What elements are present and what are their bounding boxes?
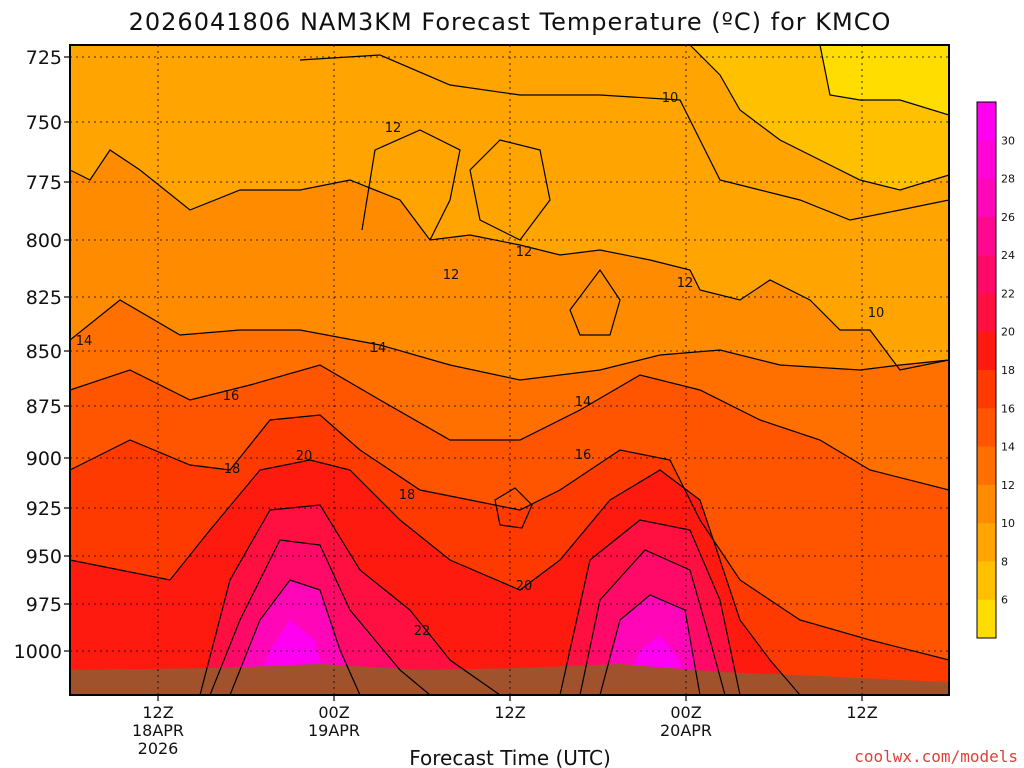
contour-label-20: 20 [516,579,533,594]
colorbar-swatch [977,408,996,448]
contour-label-14: 14 [370,341,387,356]
contour-label-18: 18 [224,462,241,477]
colorbar-label-14: 14 [1001,441,1015,454]
colorbar-swatch [977,484,996,524]
y-tick-label-800: 800 [26,230,62,252]
contour-label-12: 12 [443,268,460,283]
colorbar-label-8: 8 [1001,555,1008,568]
contour-label-16: 16 [223,389,240,404]
y-tick-label-925: 925 [26,498,62,520]
gridlines [70,45,949,695]
contour-lines [70,45,949,695]
colorbar-label-26: 26 [1001,211,1015,224]
y-tick-label-850: 850 [26,341,62,363]
contour-labels: 10 10 12 12 12 12 14 14 14 16 16 18 18 20 20 22 [76,91,885,639]
colorbar-label-10: 10 [1001,517,1015,530]
y-tick-label-775: 775 [26,172,62,194]
colorbar-swatch [977,102,996,141]
contour-label-14: 14 [575,395,592,410]
y-tick-label-750: 750 [26,112,62,134]
x-tick-label-0-2: 2026 [138,739,179,758]
y-tick-label-1000: 1000 [14,641,62,663]
colorbar-label-30: 30 [1001,134,1015,147]
x-tick-label-2-0: 12Z [494,703,525,722]
y-axis: 725 750 775 800 825 850 875 900 925 950 975 1000 [14,47,70,663]
y-tick-label-875: 875 [26,396,62,418]
colorbar-swatch [977,446,996,486]
colorbar-label-24: 24 [1001,249,1015,262]
colorbar-label-16: 16 [1001,402,1015,415]
y-tick-label-825: 825 [26,287,62,309]
contour-label-10: 10 [868,306,885,321]
colorbar-label-18: 18 [1001,364,1015,377]
plot-area: 10 10 12 12 12 12 14 14 14 16 16 18 18 20 20 22 [69,44,950,696]
contour-label-20: 20 [296,449,313,464]
x-tick-label-4-0: 12Z [846,703,877,722]
contour-label-10: 10 [662,91,679,106]
colorbar-swatch [977,293,996,333]
colorbar-swatch [977,523,996,562]
contour-label-22: 22 [414,624,431,639]
x-tick-label-1-0: 00Z [318,703,349,722]
colorbar-label-28: 28 [1001,173,1015,186]
colorbar-label-12: 12 [1001,479,1015,492]
y-tick-label-900: 900 [26,448,62,470]
colorbar-label-20: 20 [1001,326,1015,339]
contour-label-12: 12 [677,276,694,291]
colorbar-label-6: 6 [1001,594,1008,607]
x-tick-label-0-1: 18APR [132,721,184,740]
contour-label-12: 12 [385,121,402,136]
contour-label-16: 16 [575,448,592,463]
fill-band-6 [820,45,949,115]
y-tick-label-975: 975 [26,594,62,616]
y-tick-label-725: 725 [26,47,62,69]
colorbar-swatch [977,216,996,256]
colorbar-swatch [977,561,996,601]
colorbar-swatch [977,599,996,639]
colorbar-swatch [977,178,996,218]
credit-text: coolwx.com/models [854,747,1018,766]
contour-label-14: 14 [76,334,93,349]
x-tick-label-1-1: 19APR [308,721,360,740]
colorbar-frame [976,101,997,639]
colorbar-swatch [977,331,996,371]
terrain-ground [70,664,949,695]
chart-title: 2026041806 NAM3KM Forecast Temperature (… [129,8,892,36]
colorbar-swatch [977,370,996,409]
x-tick-label-3-1: 20APR [660,721,712,740]
colorbar-swatch [977,255,996,294]
x-axis-label: Forecast Time (UTC) [409,746,611,768]
colorbar-label-22: 22 [1001,287,1015,300]
y-tick-label-950: 950 [26,546,62,568]
x-tick-label-3-0: 00Z [670,703,701,722]
x-tick-label-0-0: 12Z [142,703,173,722]
colorbar-swatch [977,140,996,180]
contour-label-12: 12 [516,245,533,260]
contour-label-18: 18 [399,488,416,503]
colorbar: 6 8 10 12 14 16 18 20 22 24 26 28 30 [976,101,1015,639]
